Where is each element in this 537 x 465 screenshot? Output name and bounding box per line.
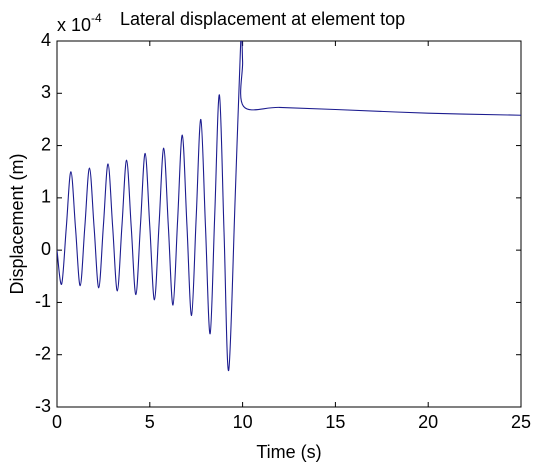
data-line <box>57 41 521 371</box>
y-tick-label: 0 <box>41 239 51 259</box>
x-tick-label: 10 <box>233 412 253 432</box>
y-tick-label: -2 <box>35 343 51 363</box>
axis-multiplier: x 10-4 <box>57 11 102 35</box>
y-tick-label: 4 <box>41 30 51 50</box>
y-tick-label: 1 <box>41 187 51 207</box>
x-tick-label: 20 <box>418 412 438 432</box>
x-tick-label: 5 <box>145 412 155 432</box>
y-tick-label: 2 <box>41 134 51 154</box>
x-tick-label: 0 <box>52 412 62 432</box>
x-axis-label: Time (s) <box>256 442 321 462</box>
y-tick-label: -3 <box>35 396 51 416</box>
plot-area <box>56 40 522 408</box>
y-tick-label: 3 <box>41 82 51 102</box>
x-tick-label: 15 <box>325 412 345 432</box>
chart-title: Lateral displacement at element top <box>120 9 405 29</box>
multiplier-base: x 10 <box>57 15 91 35</box>
x-tick-label: 25 <box>511 412 531 432</box>
y-axis-label: Displacement (m) <box>7 153 27 294</box>
y-tick-label: -1 <box>35 291 51 311</box>
multiplier-exponent: -4 <box>91 11 102 25</box>
